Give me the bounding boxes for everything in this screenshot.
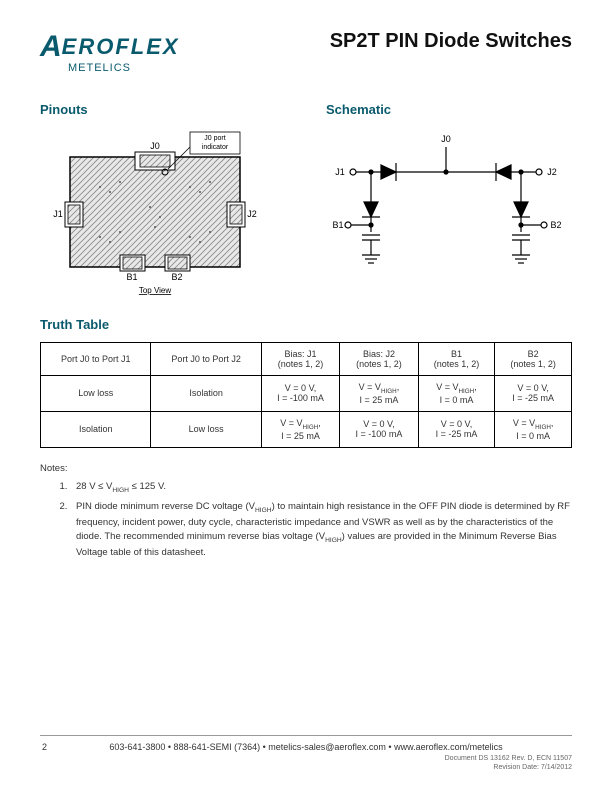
cell: V = VHIGH,I = 0 mA — [418, 376, 495, 412]
label-b2: B2 — [171, 272, 182, 282]
footer-contact: 603-641-3800 • 888-641-SEMI (7364) • met… — [40, 742, 572, 752]
pinouts-column: Pinouts — [40, 94, 286, 297]
label-j1: J1 — [53, 209, 63, 219]
cell: Low loss — [151, 411, 261, 447]
svg-text:B2: B2 — [550, 220, 561, 230]
table-row: Isolation Low loss V = VHIGH,I = 25 mA V… — [41, 411, 572, 447]
note-2: PIN diode minimum reverse DC voltage (VH… — [70, 500, 572, 560]
th-2: Bias: J1(notes 1, 2) — [261, 343, 339, 376]
th-1: Port J0 to Port J2 — [151, 343, 261, 376]
label-topview: Top View — [139, 286, 172, 295]
cell: V = 0 V,I = -25 mA — [495, 376, 572, 412]
diagrams-row: Pinouts — [40, 94, 572, 297]
svg-text:B1: B1 — [332, 220, 343, 230]
cell: V = VHIGH,I = 25 mA — [340, 376, 418, 412]
cell: Isolation — [41, 411, 151, 447]
cell: V = VHIGH,I = 25 mA — [261, 411, 339, 447]
notes-title: Notes: — [40, 462, 572, 476]
page-number: 2 — [42, 742, 47, 752]
cell: V = 0 V,I = -25 mA — [418, 411, 495, 447]
cell: Isolation — [151, 376, 261, 412]
logo: AEROFLEX METELICS — [40, 30, 180, 74]
cell: Low loss — [41, 376, 151, 412]
notes-block: Notes: 28 V ≤ VHIGH ≤ 125 V. PIN diode m… — [40, 462, 572, 560]
cell: V = 0 V,I = -100 mA — [261, 376, 339, 412]
pinouts-heading: Pinouts — [40, 102, 286, 117]
truth-heading: Truth Table — [40, 317, 572, 332]
table-row: Low loss Isolation V = 0 V,I = -100 mA V… — [41, 376, 572, 412]
svg-text:indicator: indicator — [202, 144, 229, 151]
truth-table: Port J0 to Port J1 Port J0 to Port J2 Bi… — [40, 342, 572, 448]
header: AEROFLEX METELICS SP2T PIN Diode Switche… — [40, 30, 572, 74]
note-1: 28 V ≤ VHIGH ≤ 125 V. — [70, 480, 572, 496]
footer-docinfo: Document DS 13162 Rev. D, ECN 11507Revis… — [40, 754, 572, 772]
label-j0: J0 — [150, 141, 160, 151]
page-title: SP2T PIN Diode Switches — [330, 30, 572, 53]
logo-sub: METELICS — [68, 62, 180, 74]
schematic-heading: Schematic — [326, 102, 572, 117]
svg-text:J1: J1 — [335, 167, 345, 177]
schematic-column: Schematic — [326, 94, 572, 297]
th-4: B1(notes 1, 2) — [418, 343, 495, 376]
footer: 2 603-641-3800 • 888-641-SEMI (7364) • m… — [40, 735, 572, 772]
svg-text:J0 port: J0 port — [204, 135, 225, 142]
table-header-row: Port J0 to Port J1 Port J0 to Port J2 Bi… — [41, 343, 572, 376]
pinout-diagram: J0 port indicator J0 J1 J2 B1 B2 Top Vie… — [40, 127, 270, 297]
logo-main: AEROFLEX — [40, 30, 180, 64]
cell: V = 0 V,I = -100 mA — [340, 411, 418, 447]
cell: V = VHIGH,I = 0 mA — [495, 411, 572, 447]
th-3: Bias: J2(notes 1, 2) — [340, 343, 418, 376]
svg-text:J2: J2 — [547, 167, 557, 177]
label-b1: B1 — [126, 272, 137, 282]
label-j2: J2 — [247, 209, 257, 219]
th-0: Port J0 to Port J1 — [41, 343, 151, 376]
th-5: B2(notes 1, 2) — [495, 343, 572, 376]
svg-text:J0: J0 — [441, 134, 451, 144]
schematic-diagram: J0 J1 J2 B1 B2 — [326, 127, 566, 297]
